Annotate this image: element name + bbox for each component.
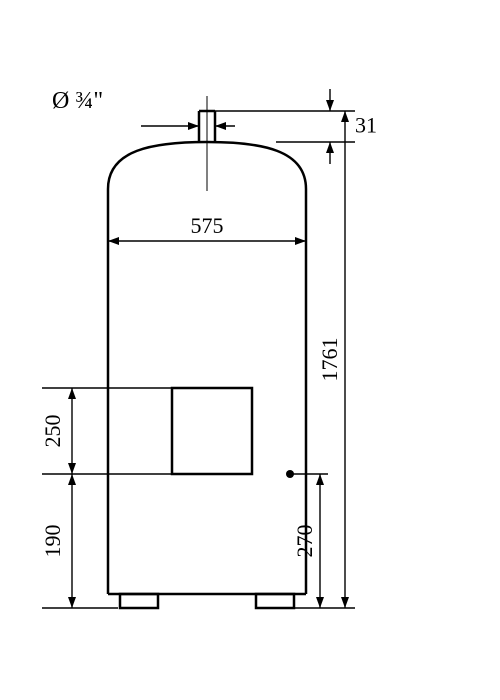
tank-body [108, 96, 306, 608]
diameter-label: Ø ¾" [52, 88, 103, 114]
dim-width-value: 575 [191, 213, 224, 238]
dim-pipe-height [215, 89, 355, 164]
dim-total-height-value: 1761 [317, 338, 342, 382]
dim-190-value: 190 [40, 525, 65, 558]
inspection-panel [172, 388, 252, 474]
dim-270-value: 270 [292, 525, 317, 558]
dim-pipe-height-value: 31 [355, 113, 377, 138]
dim-250-value: 250 [40, 415, 65, 448]
